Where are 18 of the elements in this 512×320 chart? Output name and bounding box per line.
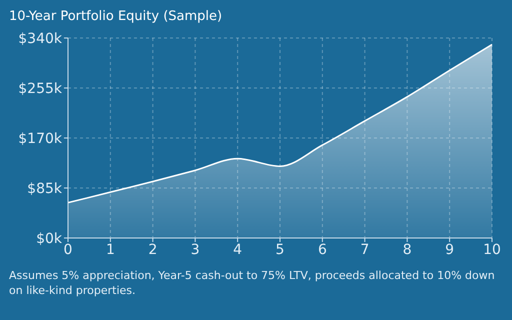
chart-title: 10-Year Portfolio Equity (Sample)	[9, 9, 222, 24]
x-tick-label: 8	[402, 242, 412, 258]
x-tick-label: 0	[64, 242, 72, 258]
x-tick-label: 6	[318, 242, 327, 258]
x-tick-label: 3	[190, 242, 200, 258]
y-tick-label: $255k	[18, 80, 63, 97]
text: Assumes 5% appreciation, Year-5 cash-out to 75% LTV, proceeds allocated to 10% down on like-kind properties.	[9, 268, 496, 298]
x-tick-label: 2	[148, 242, 158, 258]
x-tick-label: 7	[360, 242, 370, 258]
y-tick-label: $85k	[27, 180, 63, 197]
x-tick-label: 1	[106, 242, 115, 258]
x-tick-label: 10	[483, 242, 501, 258]
x-tick-label: 5	[276, 242, 284, 258]
y-tick-label: $170k	[18, 130, 63, 147]
x-tick-label: 9	[445, 242, 454, 258]
y-tick-label: $0k	[36, 230, 63, 247]
y-tick-label: $340k	[18, 30, 63, 47]
x-tick-label: 4	[233, 242, 242, 258]
